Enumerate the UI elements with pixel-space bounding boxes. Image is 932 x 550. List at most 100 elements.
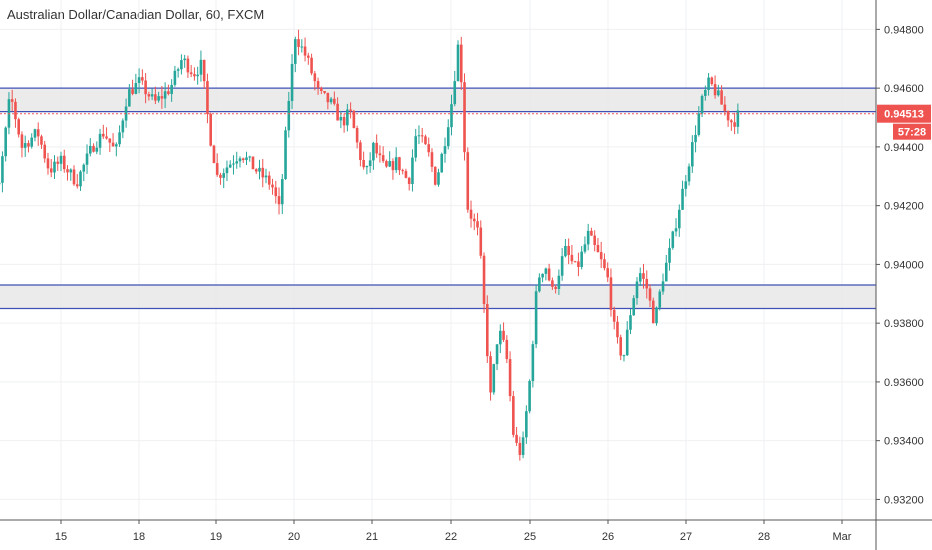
candle-body bbox=[124, 106, 128, 121]
candle bbox=[102, 124, 105, 139]
candle-body bbox=[280, 179, 284, 205]
candle bbox=[53, 155, 56, 179]
candle bbox=[723, 96, 727, 116]
candle bbox=[254, 168, 258, 174]
y-tick-label: 0.94600 bbox=[884, 83, 924, 95]
candle-body bbox=[664, 262, 668, 282]
candle-body bbox=[160, 96, 164, 99]
candle bbox=[222, 168, 226, 189]
candle bbox=[115, 142, 118, 157]
candle-body bbox=[20, 134, 24, 148]
candle bbox=[430, 148, 434, 172]
overlay-layer bbox=[0, 113, 876, 115]
candle bbox=[46, 152, 50, 175]
candle bbox=[163, 82, 167, 109]
candle bbox=[704, 85, 707, 101]
candle bbox=[248, 155, 252, 162]
candle-body bbox=[411, 157, 414, 185]
candle-body bbox=[362, 159, 365, 168]
candle-body bbox=[79, 171, 82, 187]
candle-body bbox=[616, 321, 619, 338]
candle bbox=[372, 141, 375, 170]
candle-body bbox=[404, 171, 408, 178]
candle bbox=[456, 40, 460, 82]
candle-body bbox=[320, 87, 323, 91]
candle-body bbox=[349, 109, 352, 111]
candle-body bbox=[515, 434, 518, 443]
candle-body bbox=[131, 89, 134, 94]
candle bbox=[433, 166, 437, 186]
candle-body bbox=[144, 80, 147, 95]
x-tick-label: 22 bbox=[445, 531, 457, 543]
candle bbox=[176, 67, 180, 78]
candle bbox=[482, 252, 486, 313]
candle bbox=[365, 165, 369, 175]
candle bbox=[92, 143, 95, 153]
candle bbox=[346, 103, 349, 132]
candle bbox=[726, 110, 730, 127]
candle-body bbox=[538, 277, 541, 292]
candle bbox=[658, 289, 662, 311]
candle bbox=[336, 97, 339, 121]
candle-body bbox=[590, 230, 593, 236]
candle bbox=[199, 50, 203, 82]
candle-body bbox=[189, 72, 193, 75]
candle-body bbox=[625, 329, 629, 356]
candle-body bbox=[62, 155, 66, 170]
candle-body bbox=[147, 94, 151, 97]
candle bbox=[512, 390, 515, 438]
candle bbox=[375, 134, 378, 158]
candle bbox=[333, 91, 336, 106]
candle bbox=[577, 252, 580, 277]
candle bbox=[310, 53, 313, 76]
candle-body bbox=[209, 113, 212, 146]
candle bbox=[599, 241, 603, 268]
candle bbox=[98, 128, 102, 155]
x-tick-label: 15 bbox=[55, 531, 67, 543]
candle bbox=[684, 175, 688, 197]
candle bbox=[674, 218, 678, 237]
candle-body bbox=[30, 137, 34, 147]
candle bbox=[736, 103, 740, 134]
candle-body bbox=[92, 145, 95, 152]
candle-body bbox=[554, 286, 557, 289]
candle bbox=[453, 70, 457, 107]
candle-body bbox=[645, 278, 649, 289]
candle-body bbox=[258, 167, 261, 172]
candle bbox=[645, 270, 649, 299]
candle-body bbox=[648, 288, 652, 301]
candle bbox=[502, 322, 505, 343]
candle-body bbox=[352, 110, 356, 128]
candle-body bbox=[580, 251, 583, 267]
candle bbox=[717, 84, 720, 97]
candle bbox=[72, 165, 76, 186]
candle-body bbox=[222, 173, 226, 178]
candle-body bbox=[271, 184, 274, 188]
candle bbox=[219, 172, 222, 185]
candle-body bbox=[720, 90, 723, 105]
candle-body bbox=[586, 230, 590, 245]
candle bbox=[394, 147, 398, 173]
candle bbox=[43, 140, 47, 163]
candle-body bbox=[225, 167, 229, 174]
candle bbox=[664, 254, 668, 282]
candle-body bbox=[300, 46, 304, 48]
candle bbox=[687, 163, 691, 186]
candle-body bbox=[427, 144, 431, 153]
candle bbox=[251, 156, 255, 170]
candle-body bbox=[717, 90, 720, 96]
candle bbox=[730, 119, 733, 131]
candle-body bbox=[437, 172, 440, 185]
candle-body bbox=[655, 307, 658, 324]
candle bbox=[323, 90, 326, 95]
candle bbox=[108, 138, 112, 153]
x-tick-label: 18 bbox=[133, 531, 145, 543]
candle bbox=[121, 118, 125, 139]
candle-body bbox=[668, 247, 671, 263]
candle bbox=[17, 117, 20, 138]
candle-body bbox=[713, 84, 717, 96]
candle bbox=[489, 351, 492, 401]
candle-body bbox=[167, 91, 170, 94]
candle bbox=[733, 112, 736, 135]
